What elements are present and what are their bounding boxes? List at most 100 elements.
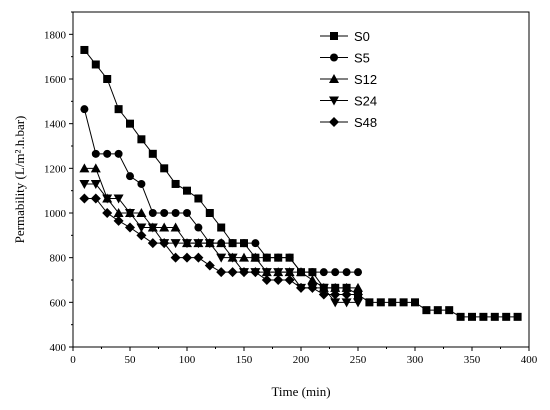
data-point-s24 (318, 283, 329, 293)
legend-item-s48: S48 (320, 115, 377, 130)
data-point-s5 (262, 253, 271, 262)
data-point-s0 (91, 60, 100, 69)
series-line-s5 (83, 109, 358, 273)
data-point-s48 (296, 282, 306, 293)
data-point-s48 (341, 289, 352, 300)
data-point-s12 (113, 208, 124, 217)
data-point-s0 (490, 312, 499, 321)
data-point-s5 (148, 209, 157, 217)
data-point-s48 (318, 289, 329, 300)
data-point-s24 (227, 253, 238, 263)
data-point-s5 (285, 253, 294, 262)
y-tick-label: 1000 (44, 208, 67, 220)
data-point-s5 (342, 268, 351, 277)
data-point-s0 (468, 312, 476, 321)
y-tick-label: 600 (50, 297, 67, 309)
data-point-s48 (170, 252, 181, 263)
data-point-s24 (330, 298, 341, 308)
data-point-s5 (331, 268, 340, 277)
data-point-s48 (330, 289, 341, 300)
data-point-s24 (125, 209, 135, 218)
data-point-s12 (296, 267, 306, 277)
data-point-s0 (160, 164, 169, 173)
data-point-s5 (91, 149, 100, 158)
data-point-s5 (171, 209, 180, 217)
data-point-s12 (239, 252, 249, 262)
data-point-s24 (341, 298, 352, 308)
legend-marker-s5 (330, 53, 338, 62)
legend-label-s5: S5 (354, 51, 370, 66)
data-point-s12 (307, 275, 318, 284)
data-point-s12 (353, 282, 363, 292)
data-point-s5 (354, 268, 362, 277)
data-point-s48 (90, 193, 101, 204)
data-point-s24 (182, 239, 192, 249)
data-point-s0 (513, 312, 522, 321)
x-axis-ticks: 0 50 100 150 200 250 300 350 400 (70, 347, 538, 366)
data-point-s48 (182, 252, 192, 263)
data-point-s5 (319, 268, 328, 277)
data-point-s12 (136, 208, 147, 217)
data-point-s48 (273, 275, 284, 285)
data-point-s0 (502, 312, 511, 321)
data-point-s5 (194, 223, 203, 232)
legend-label-s24: S24 (354, 94, 377, 109)
data-point-s48 (113, 215, 124, 226)
data-point-s48 (102, 208, 113, 218)
x-tick-label: 400 (521, 354, 538, 366)
legend-label-s48: S48 (354, 115, 377, 130)
data-point-s12 (79, 163, 90, 173)
data-point-s12 (90, 163, 101, 173)
data-point-s0 (126, 119, 134, 128)
data-point-s0 (422, 306, 431, 315)
data-point-s5 (126, 172, 134, 181)
data-point-s24 (261, 268, 272, 278)
legend-label-s12: S12 (354, 72, 377, 87)
data-point-s48 (79, 193, 90, 204)
data-point-s0 (194, 194, 203, 203)
x-axis-title: Time (min) (271, 384, 330, 399)
data-point-s5 (80, 105, 89, 114)
data-point-s0 (399, 298, 408, 307)
x-tick-label: 350 (464, 354, 481, 366)
legend-marker-s48 (329, 117, 339, 127)
data-point-s0 (411, 298, 419, 307)
legend: S0 S5 S12 S24 S48 (320, 29, 377, 130)
plot-frame (72, 11, 530, 348)
data-point-s48 (216, 267, 227, 278)
data-point-s5 (114, 149, 123, 158)
data-point-s48 (261, 275, 272, 285)
data-point-s0 (433, 306, 442, 315)
y-tick-label: 1800 (44, 29, 67, 41)
y-tick-label: 1200 (44, 163, 67, 175)
data-point-s12 (170, 222, 181, 232)
data-point-s48 (159, 238, 170, 249)
y-axis-ticks: 400 600 800 1000 1200 1400 1600 1800 (44, 11, 73, 354)
data-point-s12 (250, 252, 261, 262)
legend-item-s5: S5 (320, 51, 370, 66)
x-tick-label: 100 (179, 354, 196, 366)
legend-label-s0: S0 (354, 29, 370, 44)
data-point-s24 (170, 239, 181, 249)
data-point-s48 (239, 267, 249, 278)
data-point-s12 (330, 282, 341, 292)
data-point-s24 (113, 194, 124, 204)
x-tick-label: 300 (407, 354, 424, 366)
x-tick-label: 200 (293, 354, 310, 366)
series-s0 (80, 45, 522, 321)
x-tick-label: 250 (350, 354, 367, 366)
data-point-s0 (183, 186, 191, 195)
data-point-s0 (103, 75, 112, 83)
data-point-s12 (159, 222, 170, 232)
data-point-s24 (102, 194, 113, 204)
legend-item-s24: S24 (320, 94, 377, 109)
data-point-s5 (240, 239, 248, 248)
data-point-s0 (376, 298, 385, 307)
data-point-s48 (204, 260, 215, 271)
data-point-s5 (103, 149, 112, 158)
data-point-s5 (183, 209, 191, 217)
data-point-s48 (147, 238, 158, 249)
legend-item-s12: S12 (320, 72, 377, 87)
